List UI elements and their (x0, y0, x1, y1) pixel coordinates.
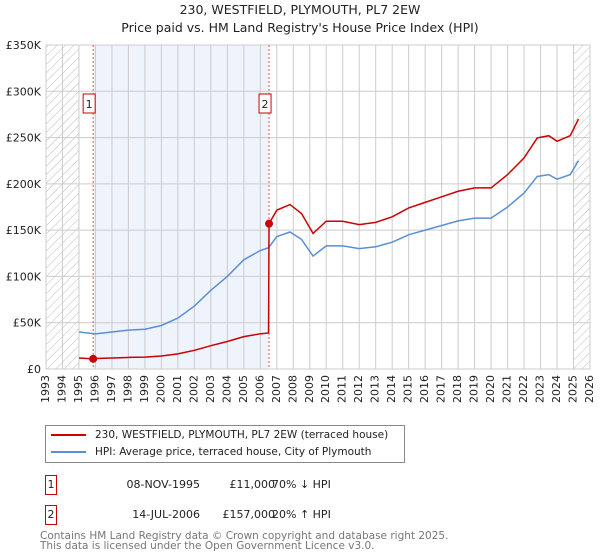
x-tick-label: 2000 (154, 375, 167, 403)
x-tick-label: 2020 (484, 375, 497, 403)
y-tick-label: £150K (6, 224, 42, 237)
x-tick-label: 2006 (253, 375, 266, 403)
y-tick-label: £0 (27, 363, 41, 376)
x-tick-label: 2009 (303, 375, 316, 403)
sale-hpi-diff: 70% ↓ HPI (272, 478, 331, 491)
sale-marker-box (82, 93, 96, 114)
legend: 230, WESTFIELD, PLYMOUTH, PL7 2EW (terra… (45, 425, 405, 463)
x-tick-label: 2021 (501, 375, 514, 403)
x-tick-label: 2017 (435, 375, 448, 403)
y-tick-label: £250K (6, 132, 42, 145)
chart: 1993 1994 1995 1996 1997 1998 1999 2000 2001 2002… (6, 39, 596, 403)
legend-label: HPI: Average price, terraced house, City… (95, 446, 372, 458)
legend-label: 230, WESTFIELD, PLYMOUTH, PL7 2EW (terra… (95, 429, 389, 441)
plot-frame (45, 44, 591, 370)
x-tick-label: 2003 (204, 375, 217, 403)
sale-price: £157,000 (222, 508, 276, 521)
sale-marker-box (258, 93, 272, 114)
x-tick-label: 2010 (319, 375, 332, 403)
x-tick-label: 2012 (352, 375, 365, 403)
blue-line-swatch (51, 451, 86, 453)
x-tick-label: 2004 (220, 375, 233, 403)
x-tick-label: 2026 (583, 375, 596, 403)
x-tick-label: 2018 (451, 375, 464, 403)
x-tick-label: 1993 (39, 375, 52, 403)
x-tick-label: 2008 (286, 375, 299, 403)
sale-marker-label: 2 (262, 98, 269, 111)
chart-subtitle: Price paid vs. HM Land Registry's House … (121, 20, 479, 35)
x-tick-label: 2011 (336, 375, 349, 403)
y-tick-label: £350K (6, 39, 42, 52)
x-tick-label: 1999 (138, 375, 151, 403)
sale-date: 08-NOV-1995 (126, 478, 200, 491)
x-tick-label: 1995 (72, 375, 85, 403)
x-tick-label: 1996 (88, 375, 101, 403)
x-tick-label: 2013 (369, 375, 382, 403)
sale-point (265, 219, 274, 228)
x-tick-label: 1997 (105, 375, 118, 403)
y-tick-label: £100K (6, 270, 42, 283)
x-tick-label: 2014 (385, 375, 398, 403)
x-tick-label: 2002 (187, 375, 200, 403)
y-tick-label: £50K (13, 317, 42, 330)
sale-price: £11,000 (229, 478, 276, 491)
no-data-hatch (573, 45, 590, 369)
x-tick-label: 2001 (171, 375, 184, 403)
x-tick-label: 2025 (567, 375, 580, 403)
sale-hpi-diff: 20% ↑ HPI (272, 508, 331, 521)
hpi-line (78, 160, 580, 335)
chart-title: 230, WESTFIELD, PLYMOUTH, PL7 2EW (179, 2, 421, 17)
x-tick-label: 2019 (468, 375, 481, 403)
sale-point (89, 354, 98, 363)
x-tick-label: 2023 (534, 375, 547, 403)
x-tick-label: 2024 (550, 375, 563, 403)
x-tick-label: 2016 (418, 375, 431, 403)
y-tick-label: £200K (6, 178, 42, 191)
sale-row-2: 2 14-JUL-2006 £157,000 20% ↑ HPI (45, 505, 445, 525)
footer-line: This data is licensed under the Open Gov… (40, 540, 375, 552)
x-tick-label: 2015 (402, 375, 415, 403)
x-tick-label: 1998 (121, 375, 134, 403)
x-tick-label: 2005 (237, 375, 250, 403)
sale-period-shading (93, 45, 270, 369)
sale-marker-label: 1 (86, 98, 93, 111)
x-tick-label: 2007 (270, 375, 283, 403)
red-line-swatch (51, 434, 86, 436)
sale-date: 14-JUL-2006 (132, 508, 200, 521)
x-tick-label: 1994 (55, 375, 68, 403)
sale-marker-label: 1 (45, 475, 57, 495)
y-tick-label: £300K (6, 85, 42, 98)
footer-line: Contains HM Land Registry data © Crown c… (40, 530, 449, 542)
sale-marker-label: 2 (45, 505, 57, 525)
x-tick-label: 2022 (517, 375, 530, 403)
legend-item-hpi: HPI: Average price, terraced house, City… (51, 446, 371, 458)
footer: Contains HM Land Registry data © Crown c… (40, 530, 449, 552)
legend-item-property: 230, WESTFIELD, PLYMOUTH, PL7 2EW (terra… (51, 429, 388, 441)
property-price-line (78, 118, 580, 360)
sale-row-1: 1 08-NOV-1995 £11,000 70% ↓ HPI (45, 475, 445, 495)
